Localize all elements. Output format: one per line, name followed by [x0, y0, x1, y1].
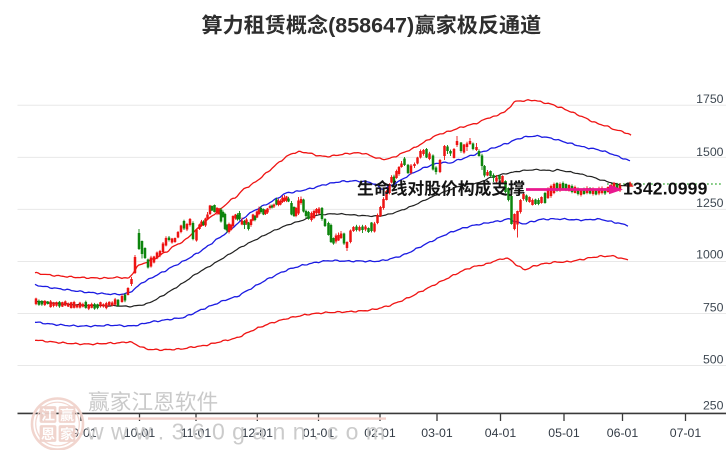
svg-text:1500: 1500 [696, 145, 724, 159]
svg-text:250: 250 [703, 399, 724, 413]
svg-text:500: 500 [703, 353, 724, 367]
svg-text:10-01: 10-01 [124, 426, 156, 440]
svg-text:1000: 1000 [696, 248, 724, 262]
svg-text:(858647): (858647) [328, 14, 414, 38]
svg-text:1250: 1250 [696, 196, 724, 210]
svg-text:03-01: 03-01 [421, 426, 453, 440]
svg-text:06-01: 06-01 [607, 426, 639, 440]
svg-text:02-01: 02-01 [364, 426, 396, 440]
svg-text:04-01: 04-01 [485, 426, 517, 440]
svg-text:11-01: 11-01 [181, 426, 212, 440]
svg-text:1342.0999: 1342.0999 [623, 179, 708, 199]
svg-text:12-01: 12-01 [242, 426, 274, 440]
svg-text:1750: 1750 [696, 92, 724, 106]
svg-text:750: 750 [703, 301, 724, 315]
svg-text:01-01: 01-01 [303, 426, 335, 440]
svg-text:www.360gann.com: www.360gann.com [86, 419, 385, 445]
svg-text:07-01: 07-01 [670, 426, 702, 440]
svg-text:05-01: 05-01 [548, 426, 580, 440]
